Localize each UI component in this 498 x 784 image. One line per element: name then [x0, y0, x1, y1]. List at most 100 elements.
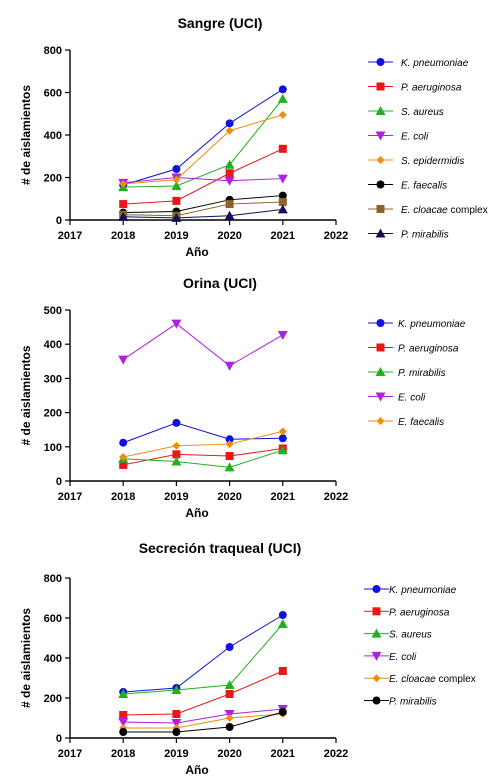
data-point: [118, 718, 129, 727]
data-point: [225, 440, 234, 449]
data-point: [225, 200, 234, 209]
legend-label: K. pneumoniae: [389, 585, 457, 596]
legend-label: K. pneumoniae: [398, 319, 466, 330]
legend-item: E. coli: [368, 131, 429, 143]
data-point: [119, 438, 128, 447]
data-point: [224, 680, 235, 689]
data-point: [277, 174, 288, 184]
legend-label: P. mirabilis: [401, 230, 449, 241]
legend-species: K. pneumoniae: [389, 585, 457, 596]
series-1: [119, 85, 287, 189]
x-tick-label: 2020: [217, 491, 241, 503]
data-point: [278, 197, 287, 206]
data-point: [171, 181, 182, 190]
legend-label: E. faecalis: [398, 417, 444, 428]
legend-species: S. aureus: [401, 107, 444, 118]
data-point: [278, 110, 287, 119]
series-4: [118, 319, 288, 371]
legend-label: E. coli: [389, 652, 417, 663]
data-point: [224, 462, 235, 472]
legend-species: P. mirabilis: [401, 230, 449, 241]
series-line: [123, 88, 284, 186]
series-1: [119, 418, 287, 447]
data-point: [278, 191, 287, 200]
y-tick-label: 400: [44, 653, 62, 665]
legend-marker: [371, 628, 382, 638]
legend-species: K. pneumoniae: [398, 319, 466, 330]
series-line: [123, 670, 283, 716]
x-tick-label: 2018: [111, 230, 135, 242]
data-point: [278, 144, 287, 153]
chart-title: Secreción traqueal (UCI): [139, 540, 302, 556]
legend-suffix: complex: [436, 674, 476, 685]
x-axis-label: Año: [185, 245, 208, 259]
legend-marker: [376, 180, 385, 189]
y-tick-label: 800: [44, 45, 62, 57]
legend-species: S. aureus: [389, 630, 432, 641]
y-tick-label: 0: [56, 476, 62, 488]
legend-marker: [376, 417, 385, 425]
y-tick-label: 400: [44, 130, 62, 142]
legend-label: E. coli: [398, 393, 426, 404]
data-point: [119, 200, 128, 209]
data-point: [171, 719, 182, 728]
series-4: [118, 705, 288, 728]
data-point: [171, 685, 182, 694]
data-point: [171, 212, 182, 222]
legend-species: E. coli: [389, 652, 417, 663]
series-line: [123, 201, 283, 217]
legend-marker: [375, 131, 386, 141]
y-tick-label: 200: [44, 408, 62, 420]
series-line: [123, 449, 283, 468]
chart-2: Orina (UCI) 0 100 200 300 400 500 2017 2018 2019 2…: [19, 275, 466, 520]
legend-item: P. mirabilis: [368, 367, 446, 379]
data-point: [277, 445, 288, 455]
legend-species: P. aeruginosa: [401, 83, 462, 94]
legend-species: E. coli: [398, 393, 426, 404]
data-point: [225, 435, 234, 444]
series-line: [123, 430, 283, 458]
legend-item: K. pneumoniae: [368, 58, 469, 69]
legend-item: E. coli: [364, 651, 417, 663]
series-3: [118, 93, 288, 192]
legend-species: P. mirabilis: [398, 368, 446, 379]
legend-item: S. aureus: [368, 106, 444, 118]
x-tick-label: 2017: [58, 748, 82, 760]
series-line: [123, 614, 284, 693]
legend-item: E. faecalis: [368, 417, 444, 428]
y-tick-label: 100: [44, 442, 62, 454]
legend-marker: [376, 319, 385, 327]
data-point: [277, 330, 288, 340]
series-line: [123, 623, 284, 695]
series-line: [123, 208, 283, 219]
legend-species: E. faecalis: [401, 181, 447, 192]
data-point: [225, 452, 234, 461]
y-tick-label: 200: [44, 173, 62, 185]
legend-label: P. mirabilis: [398, 368, 446, 379]
y-tick-label: 600: [44, 88, 62, 100]
legend-item: E. coli: [368, 392, 426, 404]
legend-item: K. pneumoniae: [364, 585, 457, 596]
data-point: [118, 689, 129, 698]
data-point: [119, 728, 128, 736]
series-line: [123, 713, 283, 729]
legend-species: P. mirabilis: [389, 697, 437, 708]
x-tick-label: 2019: [164, 748, 188, 760]
x-axis-label: Año: [185, 763, 208, 777]
legend-marker: [372, 585, 381, 593]
series-line: [123, 422, 283, 444]
data-point: [172, 196, 181, 205]
x-tick-label: 2018: [111, 748, 135, 760]
legend-marker: [371, 651, 382, 661]
y-tick-label: 0: [56, 215, 62, 227]
legend-marker: [376, 205, 385, 213]
legend-species: P. aeruginosa: [398, 344, 459, 355]
data-point: [119, 179, 128, 188]
data-point: [172, 175, 181, 184]
data-point: [225, 690, 234, 698]
legend-species: E. cloacae: [401, 205, 448, 216]
legend-species: K. pneumoniae: [401, 58, 469, 69]
x-tick-label: 2020: [217, 230, 241, 242]
data-point: [277, 204, 288, 214]
